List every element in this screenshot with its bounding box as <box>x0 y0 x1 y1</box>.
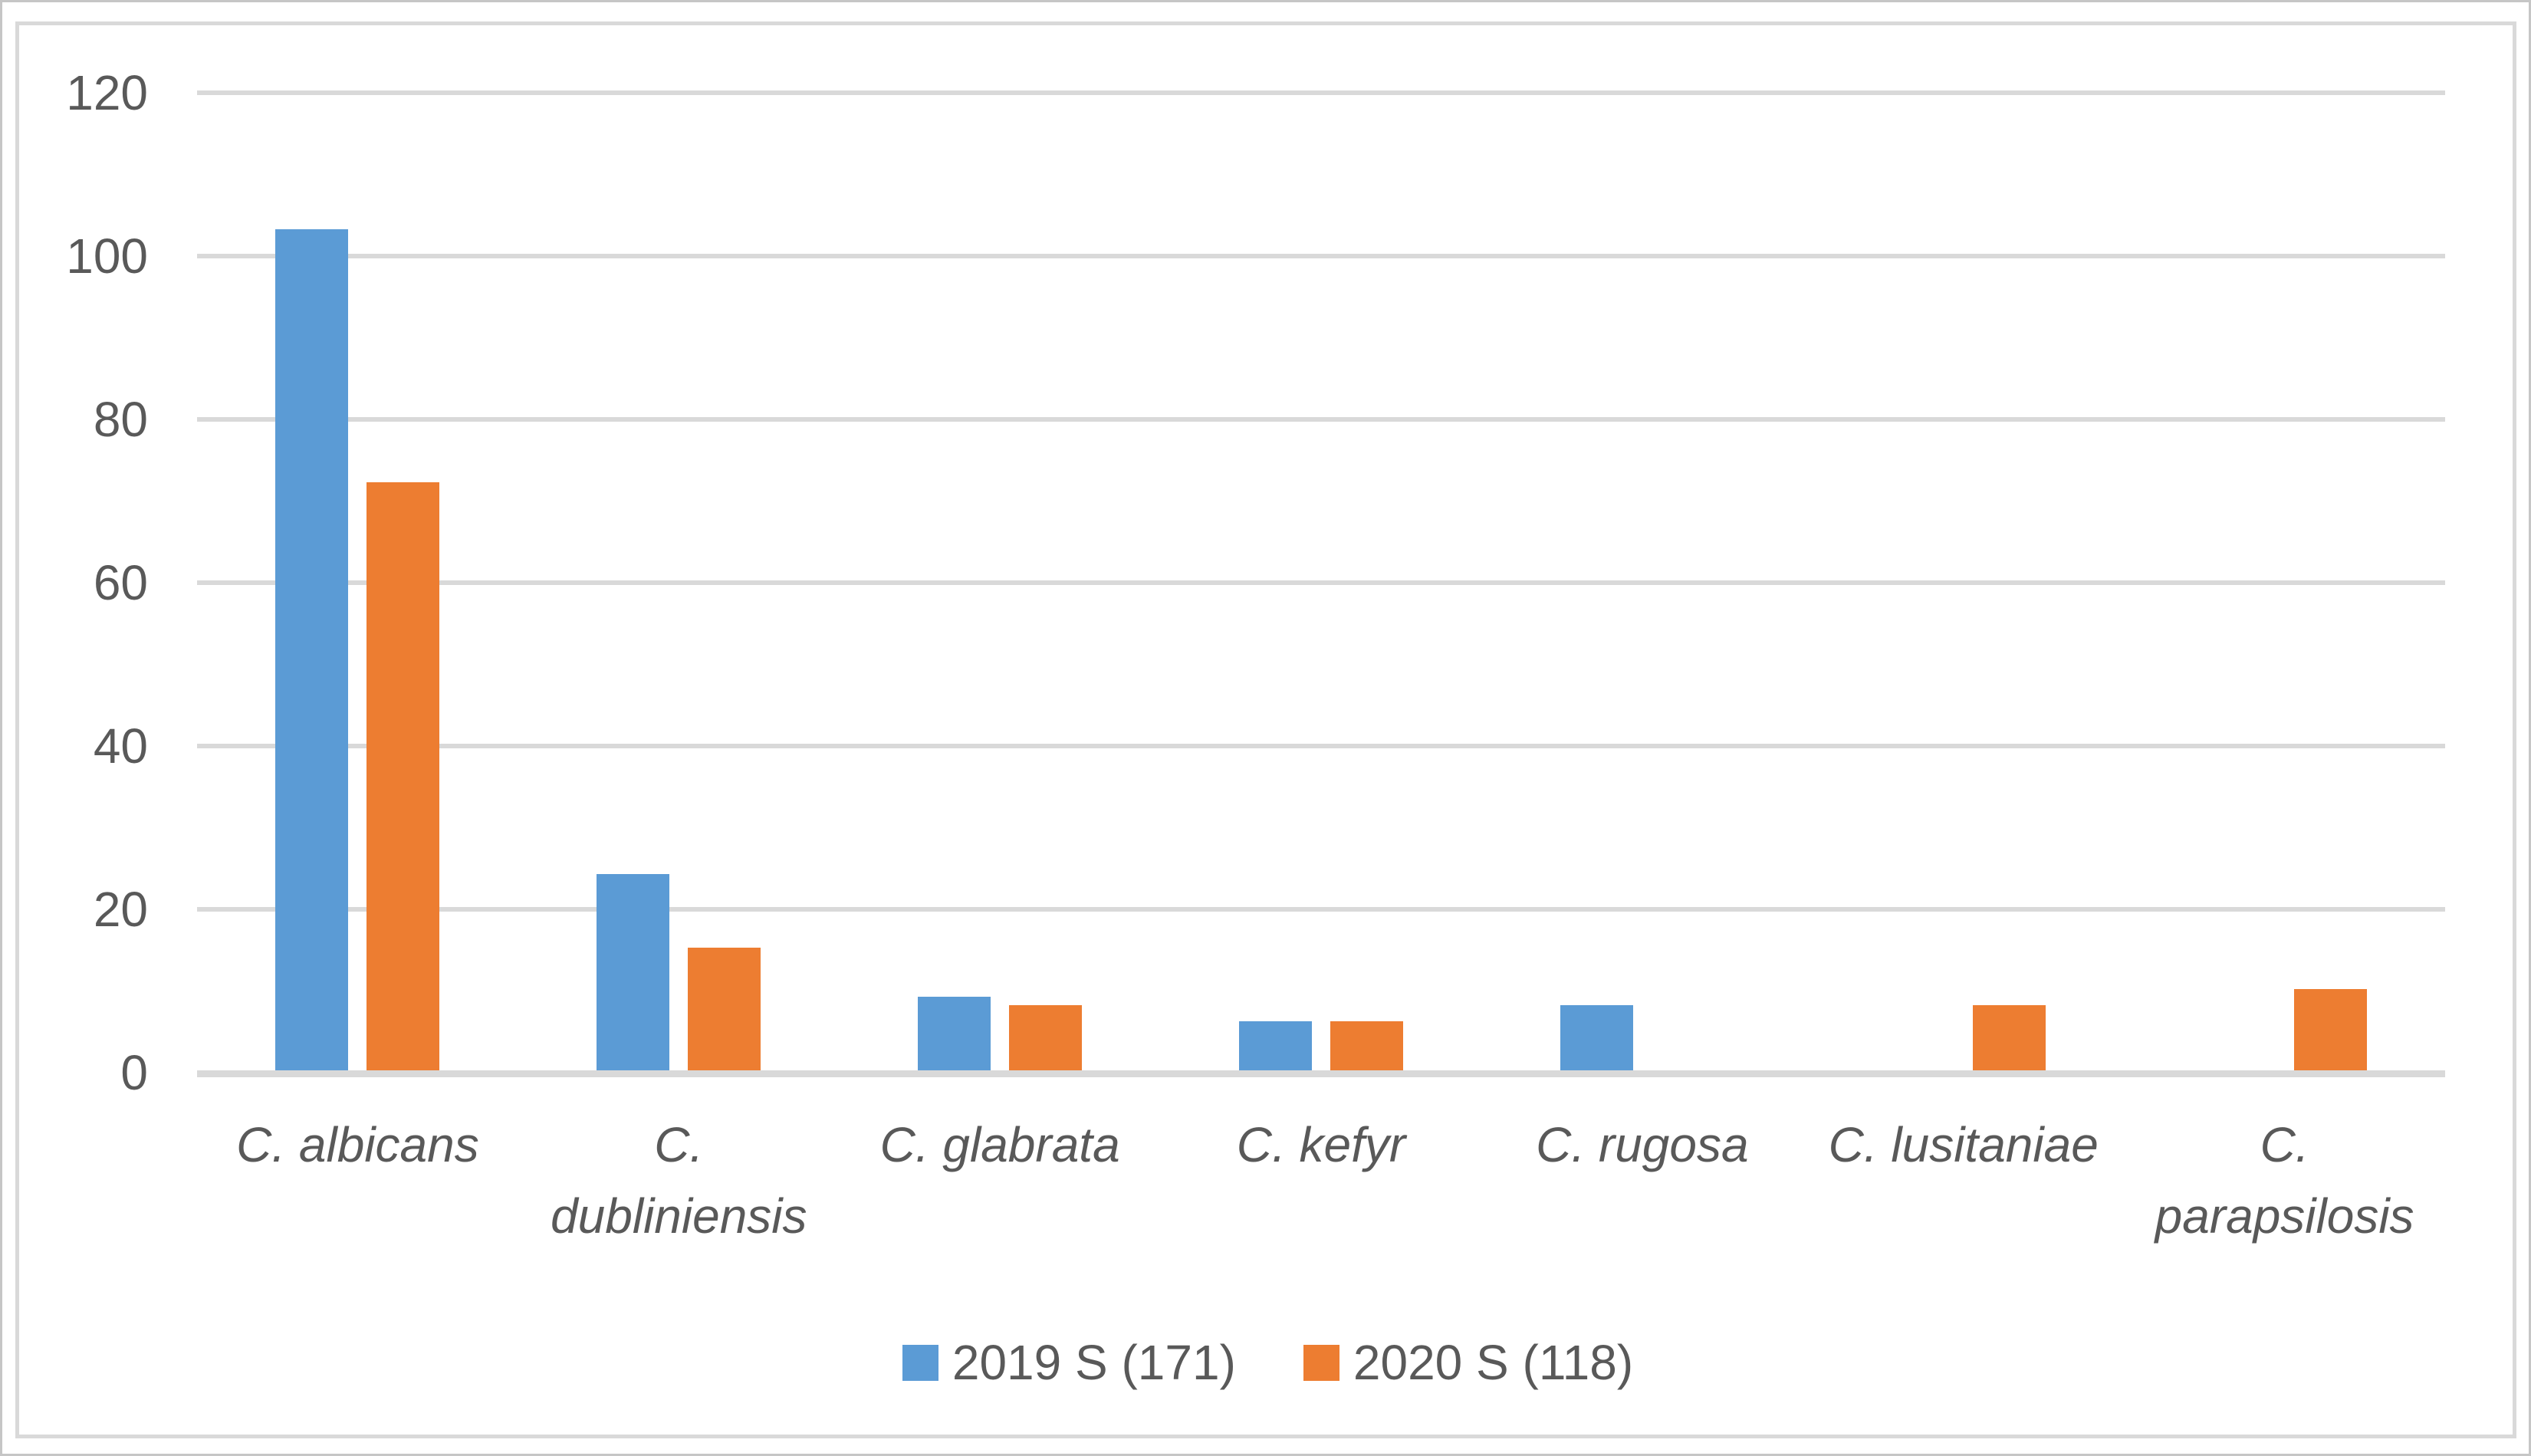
bar-2019-c-dubliniensis <box>597 874 670 1070</box>
legend: 2019 S (171) 2020 S (118) <box>2 1335 2529 1390</box>
x-category-label-c-parapsilosis: C. parapsilosis <box>2155 1117 2414 1244</box>
gridline-120 <box>197 90 2445 95</box>
legend-label-2020: 2020 S (118) <box>1353 1335 1634 1390</box>
y-tick-label-20: 20 <box>93 882 148 937</box>
y-tick-label-80: 80 <box>93 392 148 447</box>
gridline-100 <box>197 254 2445 258</box>
legend-label-2019: 2019 S (171) <box>952 1335 1236 1390</box>
bar-2019-c-glabrata <box>918 997 991 1070</box>
bar-2020-c-parapsilosis <box>2293 988 2367 1070</box>
bar-2020-c-glabrata <box>1009 1004 1083 1070</box>
gridline-60 <box>197 580 2445 585</box>
gridline-0 <box>197 1070 2445 1077</box>
gridline-80 <box>197 417 2445 422</box>
plot-area-border <box>15 21 2516 1438</box>
bar-2019-c-albicans <box>275 229 349 1070</box>
legend-swatch-2020-icon <box>1303 1344 1339 1381</box>
y-tick-label-0: 0 <box>120 1045 148 1100</box>
bar-2019-c-kefyr <box>1239 1021 1312 1070</box>
x-category-label-c-dubliniensis: C. dubliniensis <box>551 1117 807 1244</box>
bar-2020-c-kefyr <box>1330 1021 1403 1070</box>
y-tick-label-100: 100 <box>66 228 148 284</box>
y-tick-label-120: 120 <box>66 65 148 120</box>
legend-item-2020: 2020 S (118) <box>1303 1335 1634 1390</box>
gridline-40 <box>197 744 2445 748</box>
x-category-label-c-rugosa: C. rugosa <box>1536 1117 1749 1172</box>
bar-2020-c-lusitaniae <box>1972 1004 2046 1070</box>
gridline-20 <box>197 907 2445 912</box>
x-category-label-c-lusitaniae: C. lusitaniae <box>1828 1117 2099 1172</box>
bar-2020-c-dubliniensis <box>688 948 761 1070</box>
legend-swatch-2019-icon <box>902 1344 938 1381</box>
bar-2019-c-rugosa <box>1560 1004 1633 1070</box>
legend-item-2019: 2019 S (171) <box>902 1335 1236 1390</box>
x-category-label-c-albicans: C. albicans <box>236 1117 479 1172</box>
x-category-label-c-kefyr: C. kefyr <box>1236 1117 1406 1172</box>
x-category-label-c-glabrata: C. glabrata <box>879 1117 1120 1172</box>
bar-2020-c-albicans <box>367 482 440 1070</box>
y-tick-label-60: 60 <box>93 555 148 610</box>
y-tick-label-40: 40 <box>93 718 148 774</box>
